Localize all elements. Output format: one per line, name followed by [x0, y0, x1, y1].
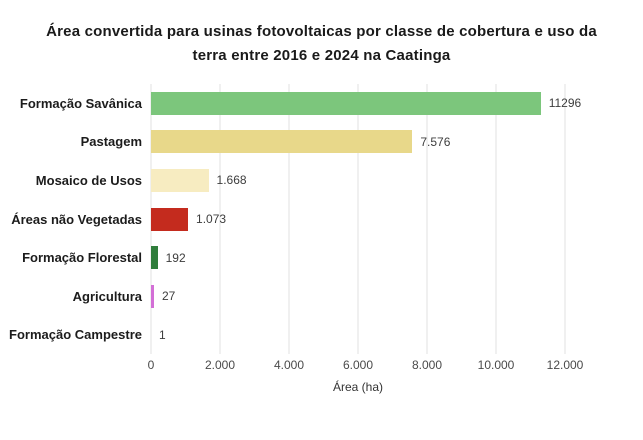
plot-area: 11296 7.576 1.668 1.073 192 27 1	[150, 84, 581, 355]
bar-value-label: 7.576	[420, 134, 451, 149]
category-label: Mosaico de Usos	[35, 172, 142, 188]
category-label: Agricultura	[72, 288, 142, 304]
x-tick-label: 8.000	[411, 358, 442, 372]
bar	[151, 130, 413, 154]
bar	[151, 246, 158, 270]
category-label: Áreas não Vegetadas	[11, 211, 142, 227]
category-label: Formação Campestre	[9, 327, 142, 343]
x-tick-label: 10.000	[477, 358, 515, 372]
bar-value-label: 192	[165, 250, 186, 265]
gridline	[288, 84, 290, 354]
x-tick-label: 12.000	[546, 358, 584, 372]
x-axis-title: Área (ha)	[332, 380, 384, 394]
x-axis-ticks: 0 2.000 4.000 6.000 8.000 10.000 12.000	[147, 358, 584, 376]
bar-row: 1	[151, 316, 565, 355]
gridline	[495, 84, 497, 354]
x-tick-label: 4.000	[273, 358, 304, 372]
bar-chart: Formação Savânica Pastagem Mosaico de Usos…	[6, 84, 643, 394]
bar-row: 7.576	[151, 123, 565, 162]
category-labels: Formação Savânica Pastagem Mosaico de Usos…	[6, 84, 151, 354]
bar-value-label: 1	[159, 327, 166, 342]
plot-wrap: 11296 7.576 1.668 1.073 192 27 1 0 2.000 4.000 6.…	[147, 84, 584, 394]
bar-value-label: 1.073	[196, 212, 227, 227]
bar-row: 1.073	[151, 200, 565, 239]
gridline	[219, 84, 221, 354]
bar-row: 192	[151, 238, 565, 277]
bar-value-label: 1.668	[216, 173, 247, 188]
gridline	[426, 84, 428, 354]
chart-title: Área convertida para usinas fotovoltaica…	[46, 23, 597, 64]
bar	[151, 91, 541, 115]
gridline	[357, 84, 359, 354]
bar	[151, 207, 189, 231]
category-label: Formação Savânica	[19, 95, 142, 111]
x-tick-label: 6.000	[342, 358, 374, 372]
bar	[151, 168, 209, 192]
x-tick-label: 0	[147, 358, 155, 372]
bar-value-label: 27	[162, 289, 176, 304]
category-label: Pastagem	[80, 134, 142, 150]
gridline	[564, 84, 566, 354]
bar-row: 27	[151, 277, 565, 316]
bars: 11296 7.576 1.668 1.073 192 27 1	[151, 84, 581, 355]
bar-row: 11296	[151, 84, 581, 123]
x-tick-label: 2.000	[204, 358, 235, 372]
bar-row: 1.668	[151, 161, 565, 200]
category-label: Formação Florestal	[22, 250, 142, 266]
bar	[151, 284, 154, 308]
bar-value-label: 11296	[548, 96, 582, 111]
